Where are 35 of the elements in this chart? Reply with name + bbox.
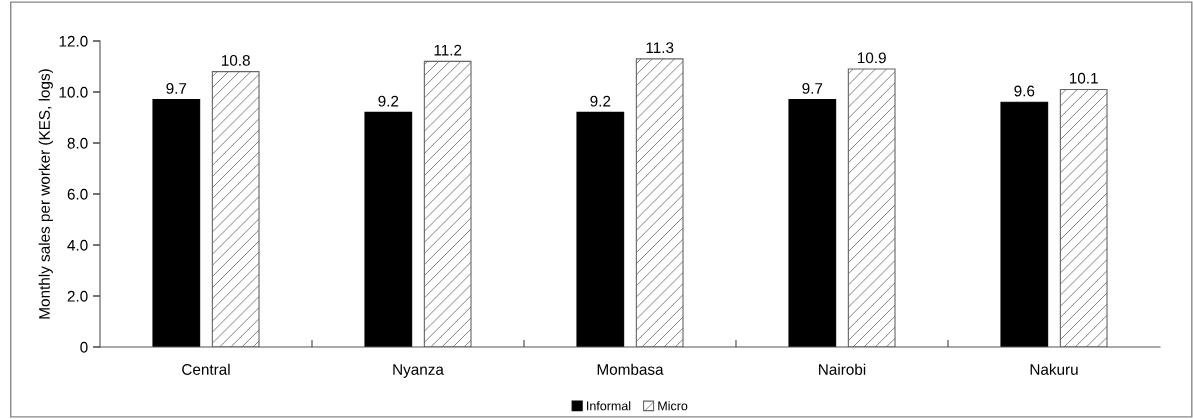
- x-tick-label: Nyanza: [393, 364, 444, 378]
- bar: [1000, 101, 1049, 347]
- legend-label: Micro: [658, 401, 688, 411]
- bar: [847, 68, 896, 347]
- y-tick-label: 2.0: [67, 290, 88, 302]
- data-label: 10.1: [1069, 72, 1098, 84]
- bar: [152, 99, 201, 347]
- y-tick-label: 10.0: [59, 86, 88, 98]
- y-tick-label: 12.0: [59, 35, 88, 47]
- data-label: 9.7: [166, 83, 187, 94]
- bar: [423, 60, 472, 347]
- data-label: 11.3: [646, 42, 674, 54]
- data-label: 9.2: [590, 95, 611, 107]
- x-tick-label: Mombasa: [597, 363, 664, 375]
- bar: [1059, 88, 1108, 347]
- y-tick-label: 6.0: [67, 188, 88, 200]
- bar: [788, 99, 837, 347]
- y-tick-label: 0: [80, 341, 88, 353]
- bar: [635, 58, 684, 347]
- y-tick-label: 8.0: [67, 137, 88, 149]
- bar: [364, 111, 413, 347]
- legend-label: Informal: [587, 401, 631, 411]
- x-tick-label: Nairobi: [819, 363, 866, 375]
- data-label: 10.8: [221, 54, 250, 66]
- x-tick-label: Nakuru: [1030, 363, 1078, 375]
- y-tick-label: 4.0: [67, 239, 88, 251]
- y-axis-title: Monthly sales per worker (KES, logs): [38, 69, 53, 319]
- data-label: 9.2: [378, 95, 399, 107]
- bar: [211, 71, 260, 347]
- data-label: 11.2: [434, 44, 462, 56]
- data-label: 10.9: [857, 52, 886, 64]
- bar: [576, 111, 625, 347]
- data-label: 9.7: [802, 83, 823, 94]
- data-label: 9.6: [1014, 85, 1035, 97]
- x-tick-label: Central: [182, 363, 230, 375]
